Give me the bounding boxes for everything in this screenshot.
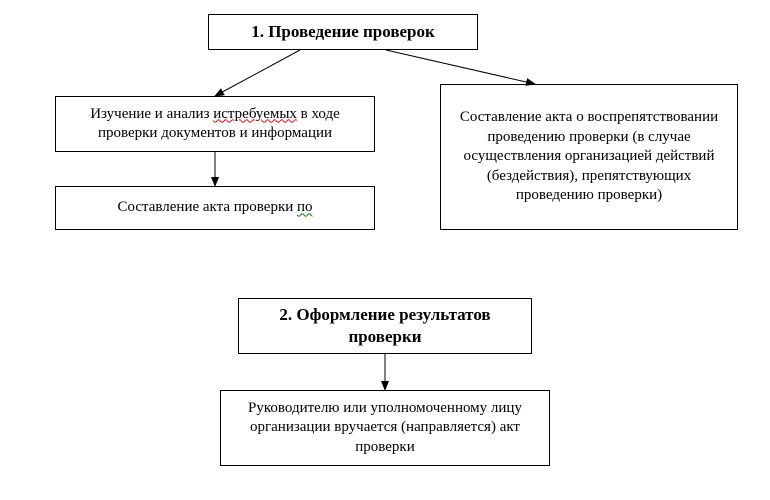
node-text: Руководителю или уполномоченному лицу ор… [231, 399, 539, 458]
flow-node-act: Составление акта проверки по [55, 186, 375, 230]
node-text: Изучение и анализ истребуемых в ходе про… [66, 105, 364, 144]
node-text: Составление акта о воспрепятствовании пр… [451, 108, 727, 206]
flow-node-obstruction-act: Составление акта о воспрепятствовании пр… [440, 84, 738, 230]
node-text: Составление акта проверки по [117, 198, 312, 218]
flow-node-analysis: Изучение и анализ истребуемых в ходе про… [55, 96, 375, 152]
flow-node-header-1: 1. Проведение проверок [208, 14, 478, 50]
node-text: 2. Оформление результатов проверки [249, 304, 521, 348]
text-underlined: истребуемых [213, 106, 297, 122]
flow-node-delivery: Руководителю или уполномоченному лицу ор… [220, 390, 550, 466]
node-text: 1. Проведение проверок [251, 21, 435, 43]
edge-n1-n4 [386, 50, 535, 84]
text-prefix: Составление акта проверки [117, 199, 297, 215]
edge-n1-n2 [215, 50, 300, 96]
text-underlined: по [297, 199, 313, 215]
text-prefix: Изучение и анализ [90, 106, 213, 122]
flow-node-header-2: 2. Оформление результатов проверки [238, 298, 532, 354]
